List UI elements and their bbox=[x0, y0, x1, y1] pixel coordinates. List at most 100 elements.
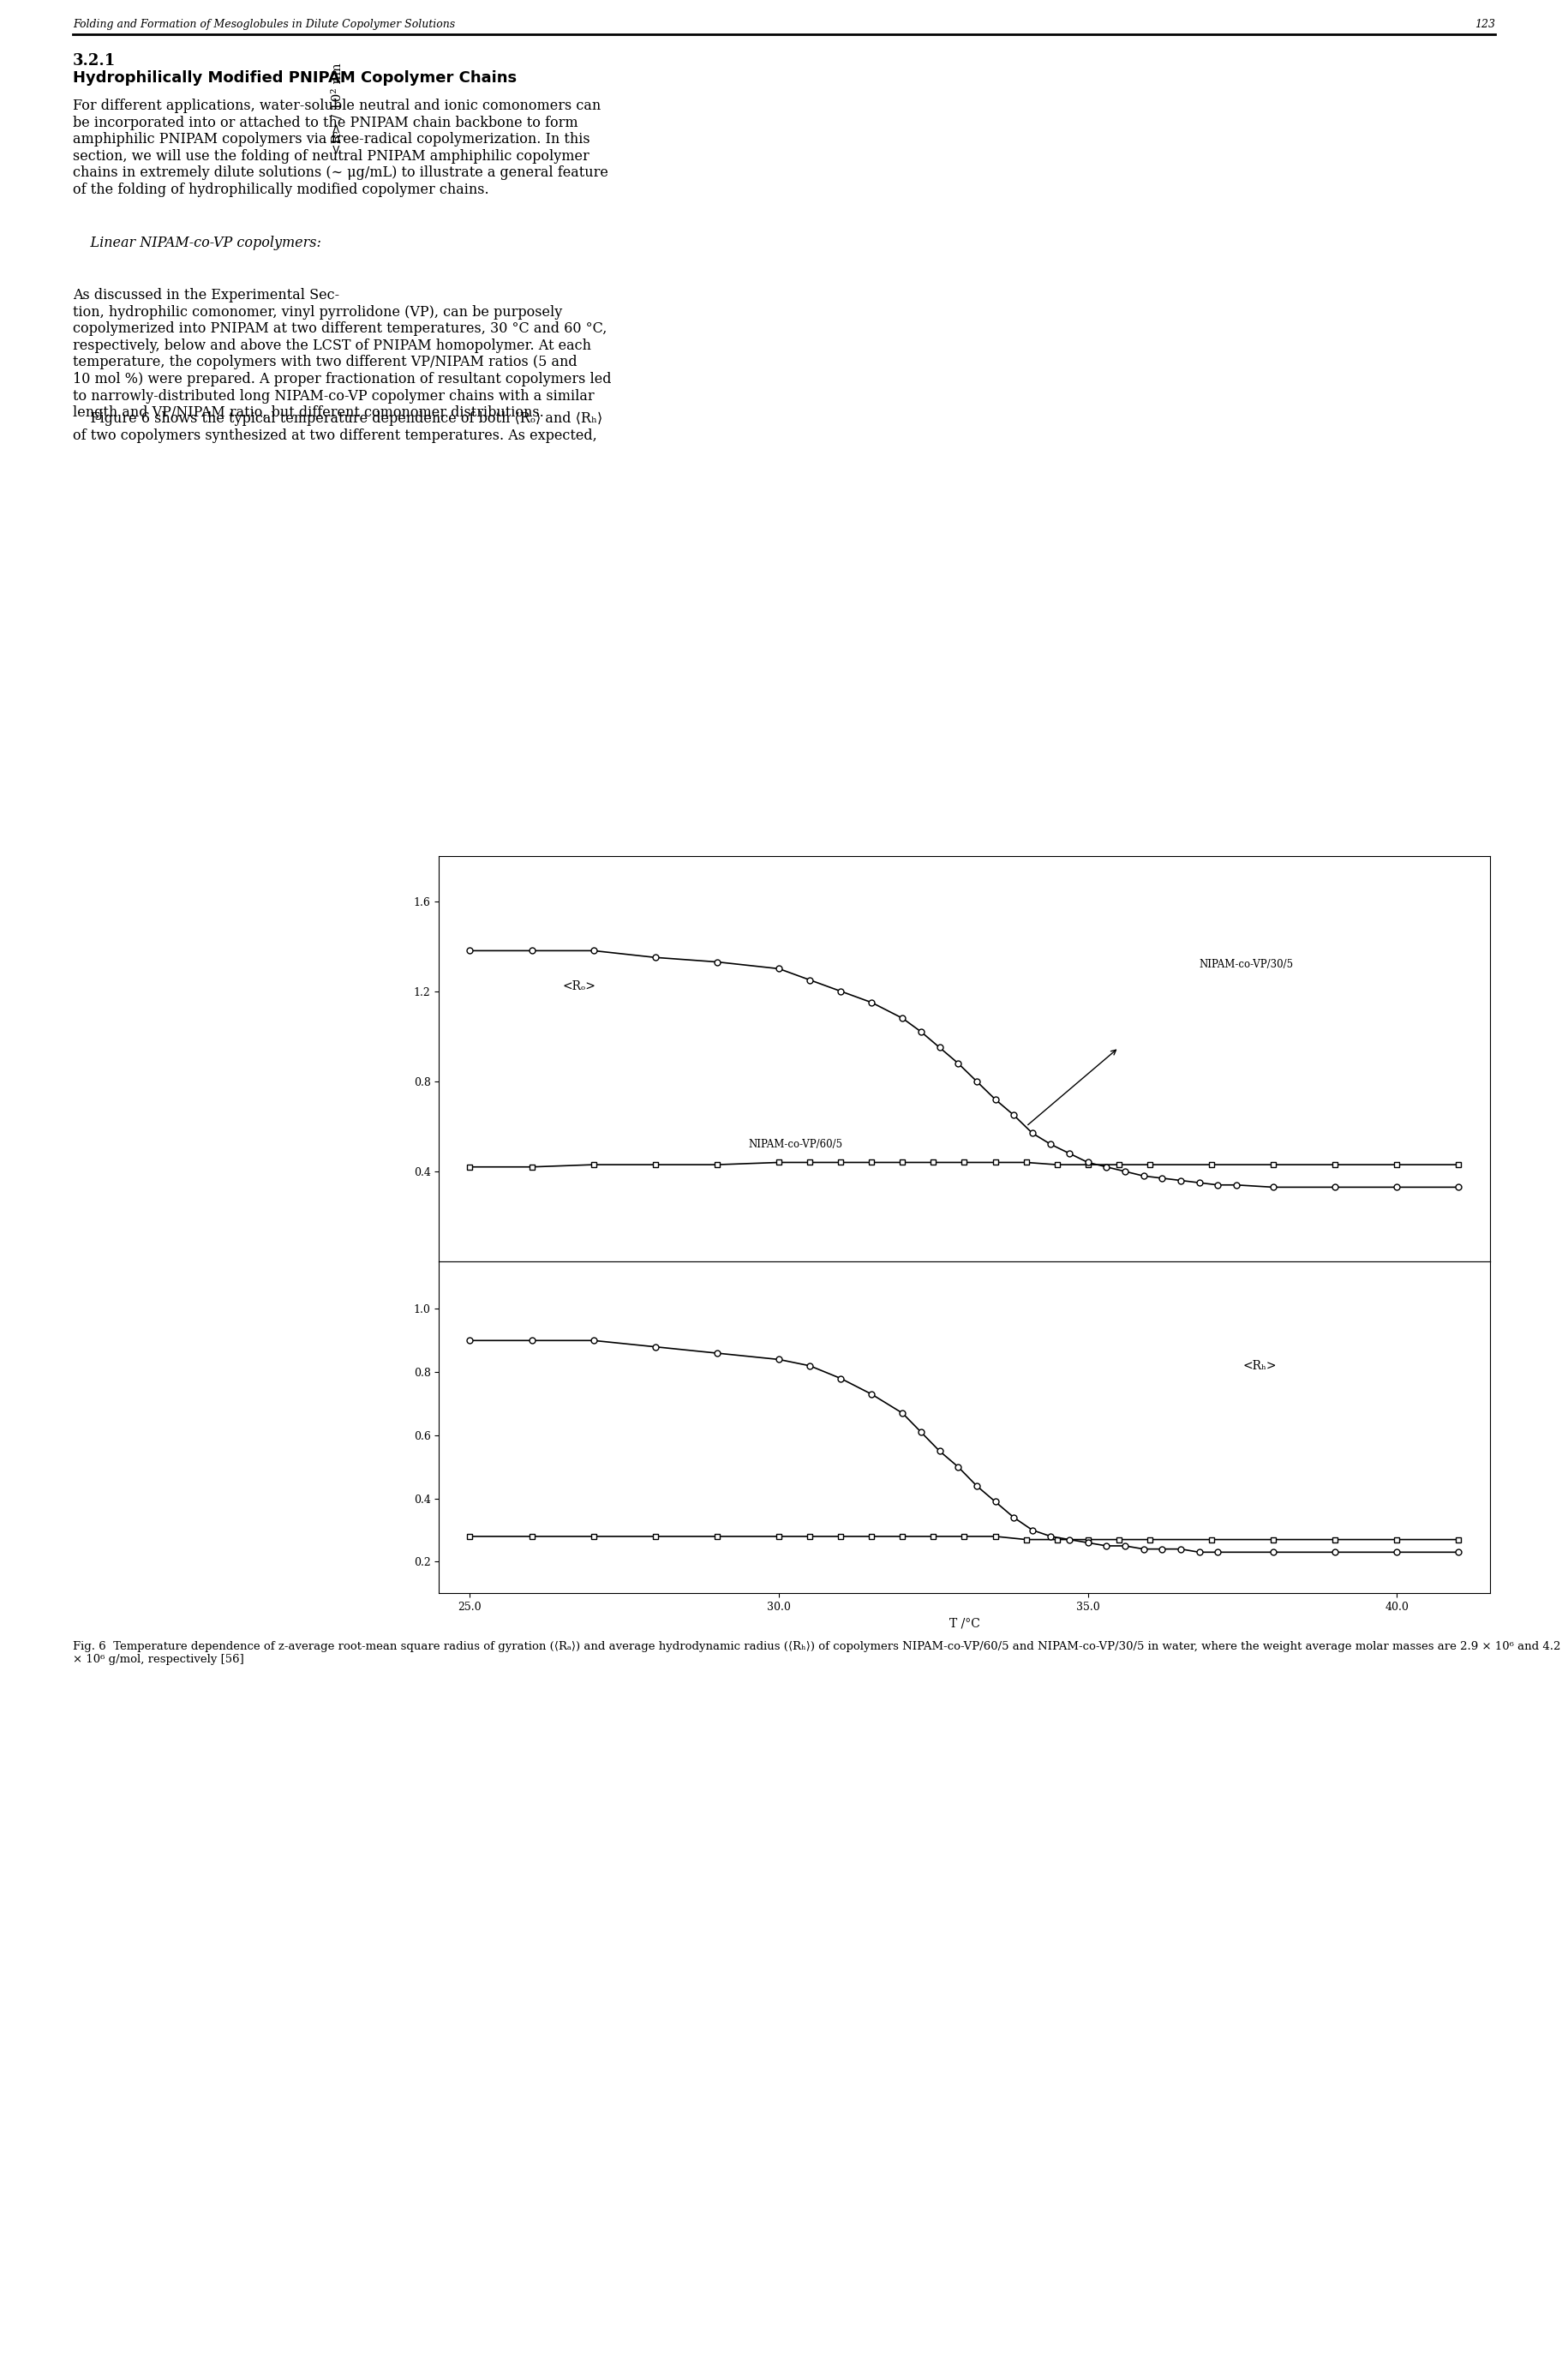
Text: Figure 6 shows the typical temperature dependence of both ⟨Rₒ⟩ and ⟨Rₕ⟩
of two c: Figure 6 shows the typical temperature d… bbox=[72, 411, 602, 442]
NIPAM-co-VP/30/5 bbox=[930, 1034, 949, 1063]
Text: <Rₕ>: <Rₕ> bbox=[1242, 1360, 1276, 1372]
NIPAM-co-VP/60/5 bbox=[646, 1522, 665, 1550]
NIPAM-co-VP/30/5 bbox=[707, 949, 726, 977]
NIPAM-co-VP/60/5 bbox=[1449, 1151, 1468, 1179]
NIPAM-co-VP/30/5 bbox=[1190, 1168, 1209, 1196]
NIPAM-co-VP/60/5 bbox=[1449, 1524, 1468, 1553]
NIPAM-co-VP/60/5 bbox=[800, 1149, 818, 1177]
NIPAM-co-VP/30/5 bbox=[1098, 1153, 1116, 1182]
NIPAM-co-VP/30/5 bbox=[894, 1004, 913, 1032]
Text: NIPAM-co-VP/60/5: NIPAM-co-VP/60/5 bbox=[748, 1139, 842, 1151]
NIPAM-co-VP/30/5 bbox=[949, 1049, 967, 1077]
NIPAM-co-VP/30/5 bbox=[1134, 1534, 1152, 1562]
NIPAM-co-VP/60/5 bbox=[831, 1522, 850, 1550]
NIPAM-co-VP/30/5 bbox=[930, 1436, 949, 1465]
Line: NIPAM-co-VP/30/5: NIPAM-co-VP/30/5 bbox=[467, 949, 1461, 1189]
Text: 3.2.1: 3.2.1 bbox=[72, 52, 116, 69]
NIPAM-co-VP/30/5 bbox=[1152, 1534, 1171, 1562]
NIPAM-co-VP/30/5 bbox=[461, 1327, 480, 1355]
NIPAM-co-VP/30/5 bbox=[911, 1018, 930, 1046]
Text: As discussed in the Experimental Sec-
tion, hydrophilic comonomer, vinyl pyrroli: As discussed in the Experimental Sec- ti… bbox=[72, 288, 612, 421]
NIPAM-co-VP/60/5 bbox=[924, 1522, 942, 1550]
NIPAM-co-VP/30/5 bbox=[1060, 1524, 1079, 1553]
NIPAM-co-VP/30/5 bbox=[1079, 1529, 1098, 1558]
Line: NIPAM-co-VP/30/5: NIPAM-co-VP/30/5 bbox=[467, 1336, 1461, 1555]
NIPAM-co-VP/30/5 bbox=[1226, 1170, 1245, 1199]
NIPAM-co-VP/30/5 bbox=[986, 1486, 1005, 1515]
NIPAM-co-VP/60/5 bbox=[831, 1149, 850, 1177]
NIPAM-co-VP/60/5 bbox=[800, 1522, 818, 1550]
NIPAM-co-VP/60/5 bbox=[1264, 1524, 1283, 1553]
NIPAM-co-VP/60/5 bbox=[955, 1149, 974, 1177]
NIPAM-co-VP/60/5 bbox=[646, 1151, 665, 1179]
Text: Hydrophilically Modified PNIPAM Copolymer Chains: Hydrophilically Modified PNIPAM Copolyme… bbox=[72, 71, 517, 86]
NIPAM-co-VP/30/5 bbox=[1098, 1531, 1116, 1560]
NIPAM-co-VP/30/5 bbox=[1209, 1539, 1228, 1567]
NIPAM-co-VP/60/5 bbox=[522, 1153, 541, 1182]
Text: NIPAM-co-VP/30/5: NIPAM-co-VP/30/5 bbox=[1200, 958, 1294, 970]
NIPAM-co-VP/30/5 bbox=[800, 965, 818, 994]
NIPAM-co-VP/60/5 bbox=[522, 1522, 541, 1550]
NIPAM-co-VP/30/5 bbox=[1041, 1130, 1060, 1158]
Text: Fig. 6  Temperature dependence of z-average root-mean square radius of gyration : Fig. 6 Temperature dependence of z-avera… bbox=[72, 1641, 1560, 1665]
Line: NIPAM-co-VP/60/5: NIPAM-co-VP/60/5 bbox=[467, 1160, 1461, 1170]
NIPAM-co-VP/60/5 bbox=[1047, 1524, 1066, 1553]
NIPAM-co-VP/60/5 bbox=[862, 1149, 881, 1177]
NIPAM-co-VP/60/5 bbox=[1140, 1151, 1159, 1179]
NIPAM-co-VP/60/5 bbox=[585, 1151, 604, 1179]
NIPAM-co-VP/30/5 bbox=[1134, 1163, 1152, 1191]
NIPAM-co-VP/60/5 bbox=[894, 1522, 913, 1550]
NIPAM-co-VP/30/5 bbox=[1388, 1172, 1406, 1201]
NIPAM-co-VP/60/5 bbox=[1110, 1524, 1129, 1553]
NIPAM-co-VP/30/5 bbox=[522, 1327, 541, 1355]
NIPAM-co-VP/30/5 bbox=[1115, 1531, 1134, 1560]
NIPAM-co-VP/30/5 bbox=[707, 1339, 726, 1367]
NIPAM-co-VP/30/5 bbox=[1079, 1149, 1098, 1177]
NIPAM-co-VP/60/5 bbox=[1079, 1524, 1098, 1553]
NIPAM-co-VP/60/5 bbox=[1047, 1151, 1066, 1179]
NIPAM-co-VP/30/5 bbox=[967, 1472, 986, 1501]
NIPAM-co-VP/30/5 bbox=[1005, 1101, 1024, 1130]
NIPAM-co-VP/30/5 bbox=[911, 1417, 930, 1446]
NIPAM-co-VP/30/5 bbox=[1449, 1172, 1468, 1201]
NIPAM-co-VP/30/5 bbox=[1325, 1172, 1344, 1201]
NIPAM-co-VP/30/5 bbox=[1060, 1139, 1079, 1168]
NIPAM-co-VP/60/5 bbox=[1388, 1151, 1406, 1179]
NIPAM-co-VP/60/5 bbox=[707, 1522, 726, 1550]
NIPAM-co-VP/60/5 bbox=[770, 1522, 789, 1550]
NIPAM-co-VP/30/5 bbox=[522, 937, 541, 965]
NIPAM-co-VP/30/5 bbox=[1171, 1165, 1190, 1194]
NIPAM-co-VP/60/5 bbox=[955, 1522, 974, 1550]
Line: NIPAM-co-VP/60/5: NIPAM-co-VP/60/5 bbox=[467, 1534, 1461, 1543]
NIPAM-co-VP/30/5 bbox=[862, 1379, 881, 1408]
NIPAM-co-VP/60/5 bbox=[1325, 1151, 1344, 1179]
NIPAM-co-VP/60/5 bbox=[461, 1153, 480, 1182]
NIPAM-co-VP/30/5 bbox=[894, 1398, 913, 1427]
NIPAM-co-VP/30/5 bbox=[585, 937, 604, 965]
X-axis label: T /°C: T /°C bbox=[949, 1617, 980, 1629]
NIPAM-co-VP/60/5 bbox=[862, 1522, 881, 1550]
NIPAM-co-VP/30/5 bbox=[1152, 1163, 1171, 1191]
NIPAM-co-VP/30/5 bbox=[1264, 1172, 1283, 1201]
NIPAM-co-VP/60/5 bbox=[585, 1522, 604, 1550]
Text: <Rₒ>: <Rₒ> bbox=[563, 980, 596, 992]
NIPAM-co-VP/30/5 bbox=[646, 944, 665, 973]
NIPAM-co-VP/30/5 bbox=[1005, 1503, 1024, 1531]
NIPAM-co-VP/60/5 bbox=[461, 1522, 480, 1550]
Text: 123: 123 bbox=[1474, 19, 1496, 31]
NIPAM-co-VP/30/5 bbox=[770, 1346, 789, 1374]
NIPAM-co-VP/30/5 bbox=[461, 937, 480, 965]
NIPAM-co-VP/30/5 bbox=[1022, 1515, 1041, 1543]
NIPAM-co-VP/30/5 bbox=[1041, 1522, 1060, 1550]
NIPAM-co-VP/30/5 bbox=[1449, 1539, 1468, 1567]
NIPAM-co-VP/30/5 bbox=[986, 1084, 1005, 1113]
NIPAM-co-VP/60/5 bbox=[1140, 1524, 1159, 1553]
NIPAM-co-VP/30/5 bbox=[1325, 1539, 1344, 1567]
NIPAM-co-VP/30/5 bbox=[1115, 1158, 1134, 1187]
NIPAM-co-VP/30/5 bbox=[646, 1332, 665, 1360]
NIPAM-co-VP/30/5 bbox=[1264, 1539, 1283, 1567]
NIPAM-co-VP/60/5 bbox=[1264, 1151, 1283, 1179]
NIPAM-co-VP/30/5 bbox=[1209, 1170, 1228, 1199]
NIPAM-co-VP/60/5 bbox=[770, 1149, 789, 1177]
NIPAM-co-VP/30/5 bbox=[770, 954, 789, 982]
